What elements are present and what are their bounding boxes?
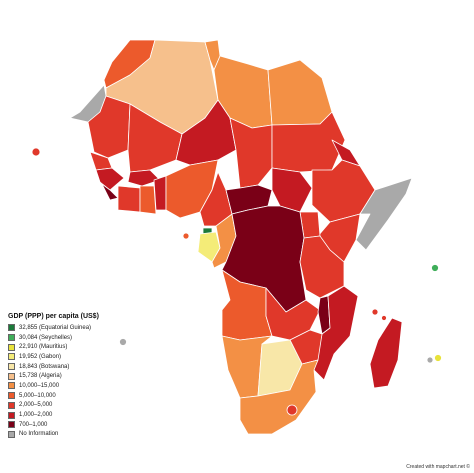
legend-swatch [8, 411, 15, 419]
region-comoros [371, 308, 379, 316]
legend-label: No Information [19, 431, 59, 438]
region-reunion [426, 356, 434, 364]
region-sao-tome [182, 232, 190, 240]
legend-label: 19,952 (Gabon) [19, 353, 62, 360]
region-south-africa [239, 359, 319, 435]
legend-item: 22,910 (Mauritius) [8, 342, 158, 352]
legend-item: 10,000–15,000 [8, 381, 158, 391]
legend-swatch [8, 392, 15, 400]
legend-item: 15,738 (Algeria) [8, 371, 158, 381]
legend-swatch [8, 430, 15, 438]
legend-item: No Information [8, 430, 158, 440]
region-cote-divoire [117, 185, 141, 213]
region-south-sudan [271, 167, 313, 213]
region-lesotho [286, 404, 298, 416]
region-seychelles [431, 264, 439, 272]
region-somalia [355, 177, 413, 251]
legend-label: 15,738 (Algeria) [19, 373, 62, 380]
region-ghana [139, 185, 157, 215]
region-st-helena [119, 338, 127, 346]
region-mayotte [381, 315, 387, 321]
legend-items: 32,855 (Equatorial Guinea) 30,084 (Seyche… [8, 323, 158, 439]
legend-label: 22,910 (Mauritius) [19, 344, 68, 351]
legend-swatch [8, 421, 15, 429]
credit-text: Created with mapchart.net © [406, 464, 470, 470]
region-guinea [95, 167, 125, 191]
legend-label: 5,000–10,000 [19, 392, 56, 399]
legend-item: 32,855 (Equatorial Guinea) [8, 323, 158, 333]
legend-item: 2,000–5,000 [8, 401, 158, 411]
map-legend: GDP (PPP) per capita (US$) 32,855 (Equat… [8, 313, 158, 439]
legend-label: 2,000–5,000 [19, 402, 53, 409]
region-mozambique [313, 285, 359, 381]
region-benin [153, 175, 167, 211]
legend-item: 19,952 (Gabon) [8, 352, 158, 362]
legend-swatch [8, 363, 15, 371]
legend-swatch [8, 334, 15, 342]
legend-swatch [8, 353, 15, 361]
legend-swatch [8, 324, 15, 332]
region-mali [127, 103, 183, 173]
legend-swatch [8, 343, 15, 351]
region-chad [229, 117, 273, 189]
legend-label: 10,000–15,000 [19, 382, 60, 389]
legend-item: 5,000–10,000 [8, 391, 158, 401]
legend-item: 1,000–2,000 [8, 410, 158, 420]
legend-item: 700–1,000 [8, 420, 158, 430]
legend-label: 30,084 (Seychelles) [19, 334, 73, 341]
legend-swatch [8, 372, 15, 380]
region-mauritius [434, 354, 442, 362]
legend-swatch [8, 401, 15, 409]
region-burkina-faso [127, 169, 161, 187]
legend-swatch [8, 382, 15, 390]
region-egypt [267, 59, 333, 126]
legend-item: 18,843 (Botswana) [8, 362, 158, 372]
legend-label: 32,855 (Equatorial Guinea) [19, 324, 92, 331]
legend-label: 1,000–2,000 [19, 412, 53, 419]
legend-label: 700–1,000 [19, 421, 48, 428]
legend-label: 18,843 (Botswana) [19, 363, 70, 370]
legend-title: GDP (PPP) per capita (US$) [8, 313, 99, 320]
legend-item: 30,084 (Seychelles) [8, 333, 158, 343]
region-cape-verde [31, 147, 41, 157]
region-madagascar [369, 317, 403, 389]
